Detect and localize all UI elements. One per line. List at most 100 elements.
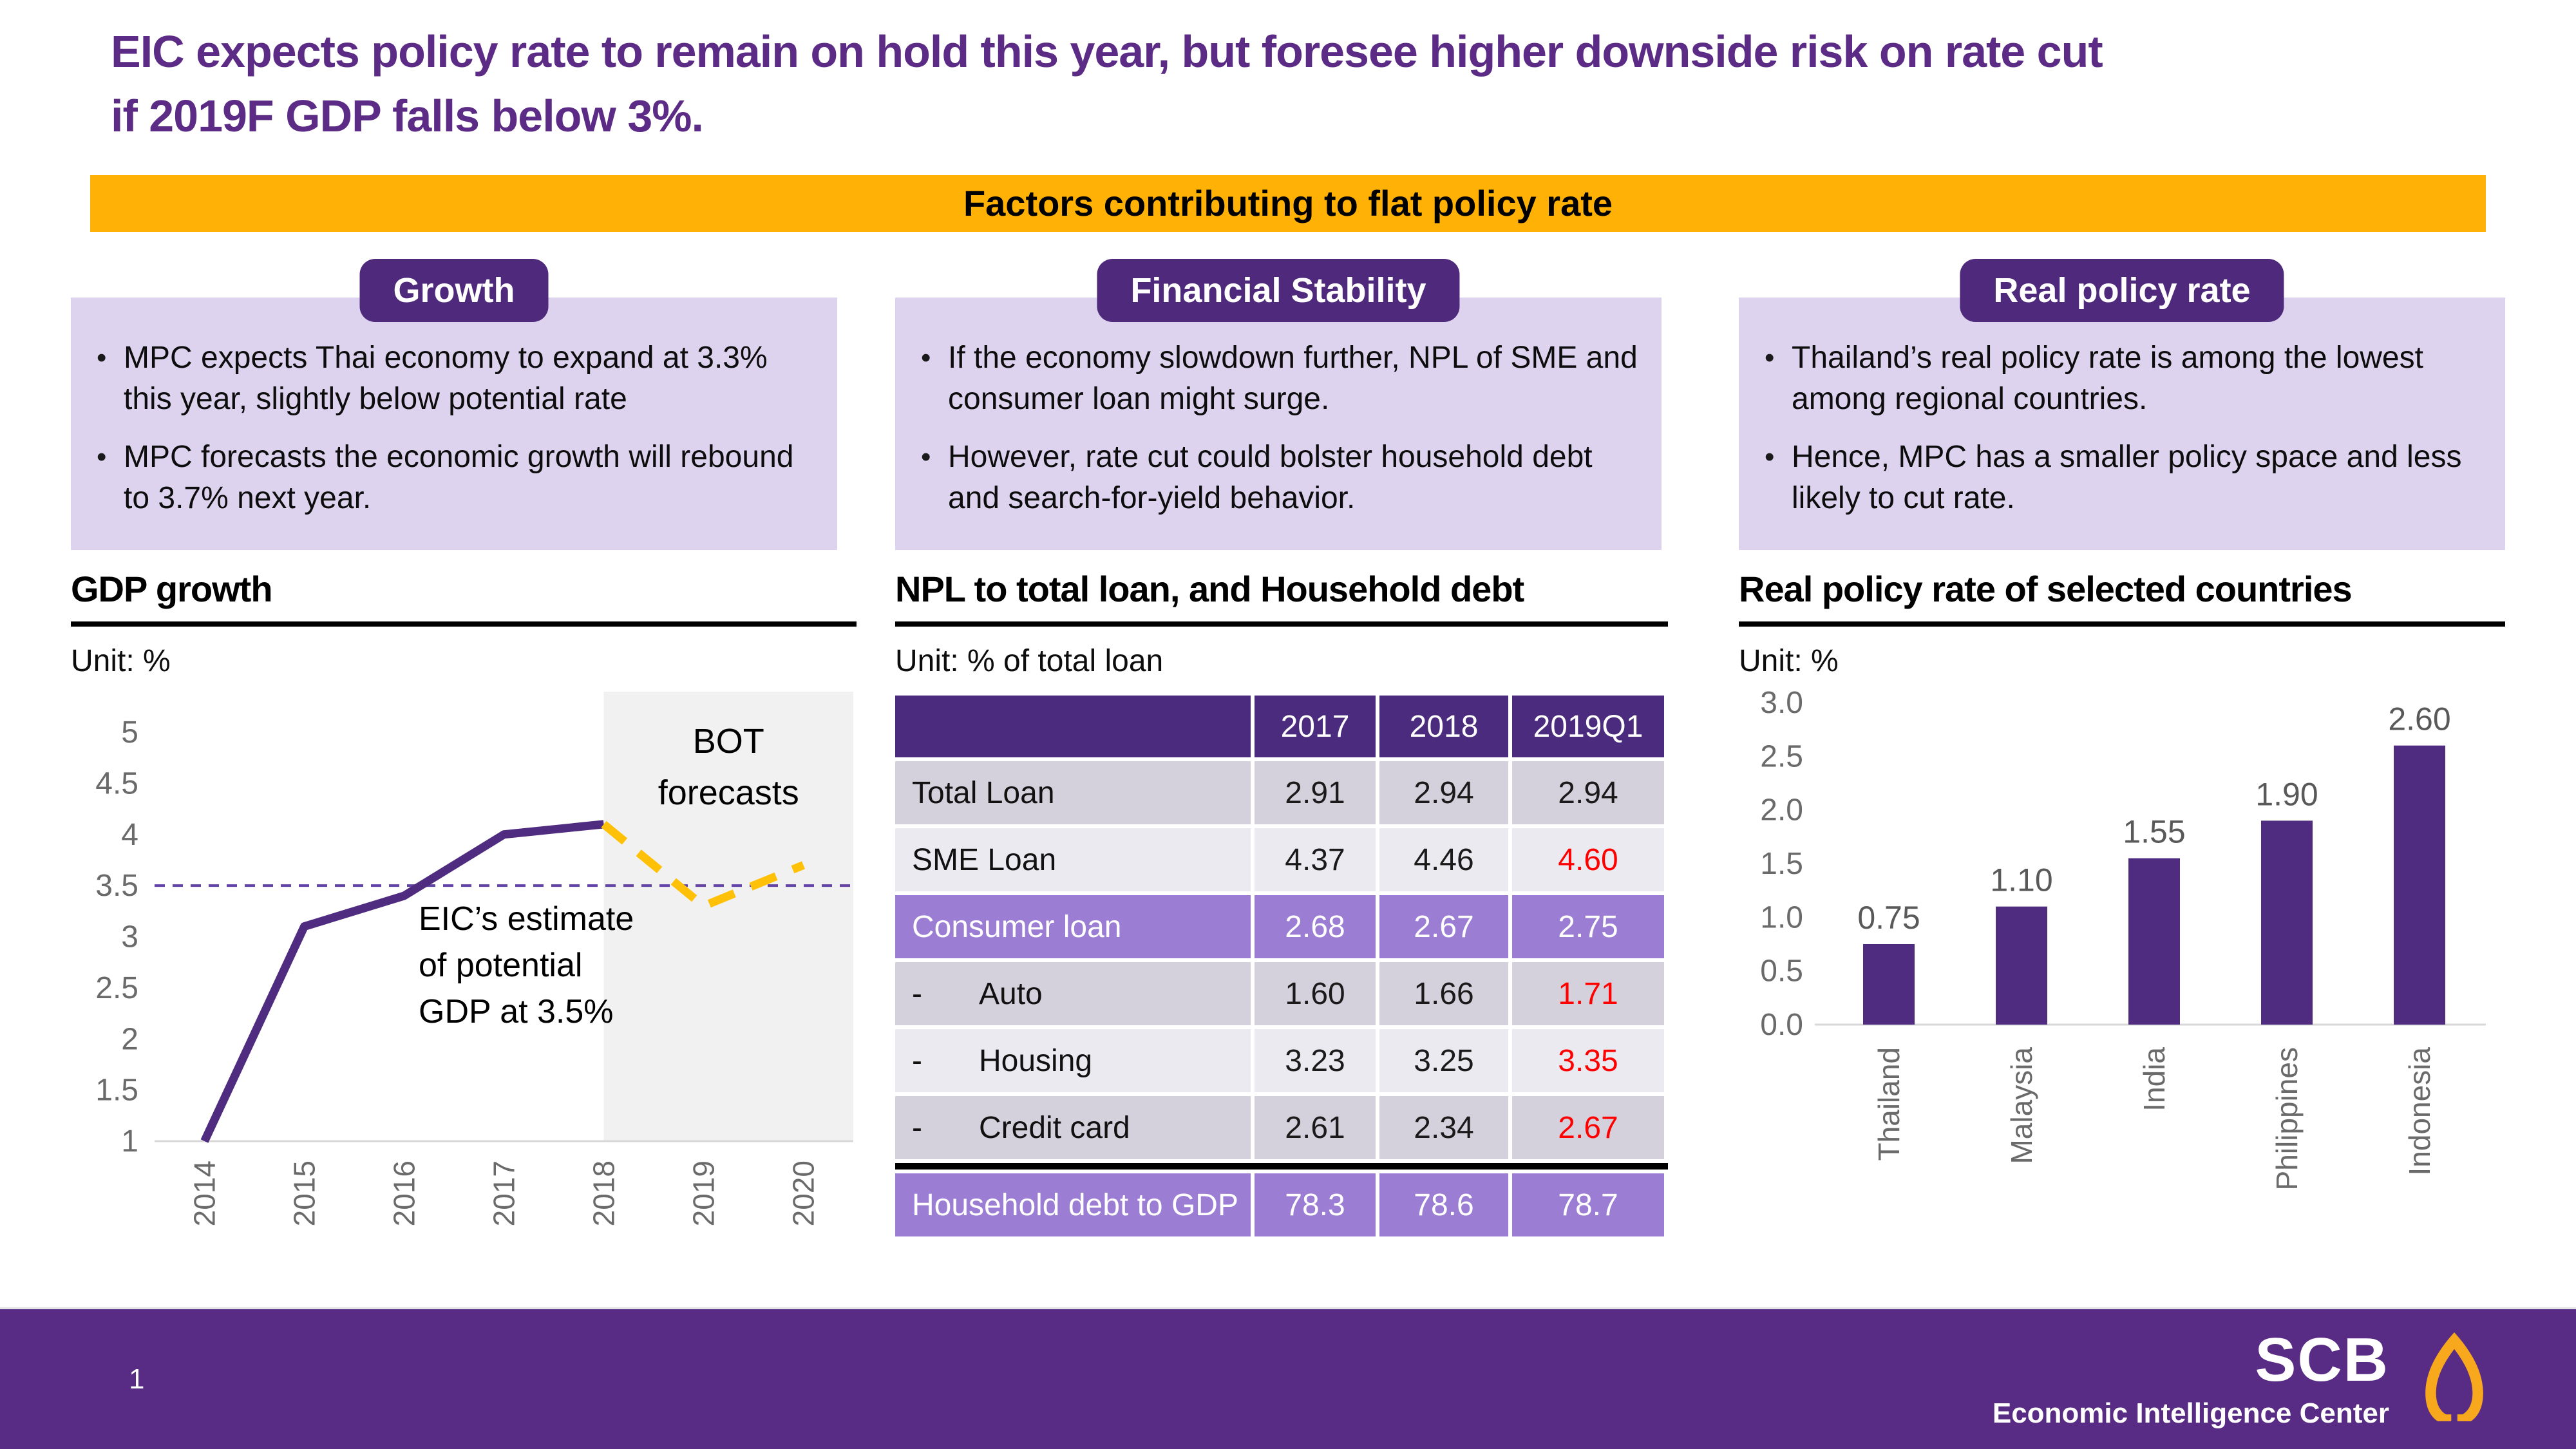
table-value-cell: 2.61 — [1255, 1096, 1376, 1159]
table-value-cell: 2.67 — [1379, 895, 1508, 958]
badge-real-policy-rate: Real policy rate — [1960, 259, 2284, 322]
table-value-cell: 1.71 — [1512, 962, 1664, 1025]
table-row-label: Housing — [895, 1029, 1251, 1092]
y-tick-label: 3.5 — [95, 869, 138, 903]
x-tick-label: 2014 — [188, 1160, 222, 1226]
table-row-label: Credit card — [895, 1096, 1251, 1159]
category-label: Indonesia — [2403, 1047, 2436, 1176]
card-finstab-bullets: If the economy slowdown further, NPL of … — [895, 298, 1662, 519]
footer-bar: 1 SCB Economic Intelligence Center — [0, 1307, 2576, 1449]
section-npl-table: NPL to total loan, and Household debt Un… — [895, 568, 1668, 1240]
y-tick-label: 3 — [121, 920, 138, 954]
section-banner: Factors contributing to flat policy rate — [90, 175, 2486, 232]
table-value-cell: 2.94 — [1379, 761, 1508, 824]
table-row-label: Consumer loan — [895, 895, 1251, 958]
reference-annotation: GDP at 3.5% — [419, 993, 614, 1030]
category-label: Malaysia — [2005, 1047, 2038, 1164]
section-real-policy-rate: Real policy rate of selected countries U… — [1739, 568, 2505, 1262]
table-value-cell: 4.46 — [1379, 828, 1508, 891]
table-value-cell: 2.75 — [1512, 895, 1664, 958]
table-column-header: 2018 — [1379, 696, 1508, 757]
y-tick-label: 5 — [121, 715, 138, 750]
x-tick-label: 2016 — [388, 1160, 421, 1226]
category-label: India — [2137, 1047, 2171, 1112]
unit-label-npl: Unit: % of total loan — [895, 644, 1164, 678]
bar-value-label: 2.60 — [2388, 701, 2450, 737]
table-value-cell: 3.23 — [1255, 1029, 1376, 1092]
bullet: MPC expects Thai economy to expand at 3.… — [90, 337, 815, 420]
y-tick-label: 1 — [121, 1124, 138, 1159]
bar-india — [2128, 858, 2180, 1025]
section-gdp-growth: GDP growth Unit: % 5 4.5 4 3.5 3 2.5 2 1.5 1 2014… — [71, 568, 857, 1262]
bar-philippines — [2261, 820, 2313, 1025]
real-policy-rate-bar-chart: 3.0 2.5 2.0 1.5 1.0 0.5 0.0 0.75 Thailand 1.10 Mal… — [1760, 686, 2486, 1190]
y-tick-label: 0.5 — [1760, 954, 1803, 989]
page-title-line2: if 2019F GDP falls below 3%. — [111, 91, 704, 141]
band-label: BOT — [693, 722, 764, 761]
page-title: EIC expects policy rate to remain on hol… — [111, 19, 2468, 148]
table-value-cell: 2.34 — [1379, 1096, 1508, 1159]
table-column-header: 2017 — [1255, 696, 1376, 757]
x-tick-label: 2017 — [488, 1160, 521, 1226]
table-row: Household debt to GDP 78.3 78.6 78.7 — [895, 1173, 1668, 1236]
x-tick-label: 2018 — [587, 1160, 621, 1226]
brand-name: SCB — [2255, 1325, 2389, 1394]
card-growth-bullets: MPC expects Thai economy to expand at 3.… — [71, 298, 837, 519]
reference-annotation: EIC’s estimate — [419, 900, 634, 938]
brand-block: SCB Economic Intelligence Center — [1993, 1329, 2492, 1430]
card-growth: Growth MPC expects Thai economy to expan… — [71, 259, 837, 550]
page-number: 1 — [129, 1363, 145, 1395]
bullet: Thailand’s real policy rate is among the… — [1758, 337, 2483, 420]
table-value-cell: 78.6 — [1379, 1173, 1508, 1236]
table-row: Total Loan 2.91 2.94 2.94 — [895, 761, 1668, 824]
bar-value-label: 0.75 — [1857, 900, 1920, 936]
category-label: Thailand — [1872, 1047, 1906, 1160]
actual-line — [200, 820, 605, 1143]
bar-value-label: 1.10 — [1990, 862, 2052, 898]
table-value-cell: 2.91 — [1255, 761, 1376, 824]
card-financial-stability: Financial Stability If the economy slowd… — [895, 259, 1662, 550]
table-corner-cell — [895, 696, 1251, 757]
table-value-cell: 2.67 — [1512, 1096, 1664, 1159]
band-label: forecasts — [658, 773, 799, 812]
card-real-policy-rate: Real policy rate Thailand’s real policy … — [1739, 259, 2505, 550]
x-tick-label: 2020 — [787, 1160, 820, 1226]
brand-subtitle: Economic Intelligence Center — [1992, 1397, 2389, 1429]
reference-annotation: of potential — [419, 947, 582, 984]
bar-malaysia — [1996, 906, 2047, 1025]
table-value-cell: 1.66 — [1379, 962, 1508, 1025]
table-value-cell: 3.25 — [1379, 1029, 1508, 1092]
table-row-label: SME Loan — [895, 828, 1251, 891]
title-rule — [1739, 621, 2505, 627]
y-tick-label: 2 — [121, 1022, 138, 1056]
y-tick-label: 0.0 — [1760, 1008, 1803, 1042]
table-row-label: Total Loan — [895, 761, 1251, 824]
bullet: However, rate cut could bolster househol… — [914, 437, 1640, 519]
table-value-cell: 2.68 — [1255, 895, 1376, 958]
table-row-label: Auto — [895, 962, 1251, 1025]
unit-label-gdp: Unit: % — [71, 644, 171, 678]
card-rpr-bullets: Thailand’s real policy rate is among the… — [1739, 298, 2505, 519]
unit-label-rpr: Unit: % — [1739, 644, 1839, 678]
forecast-band — [603, 692, 853, 1141]
table-row-label: Household debt to GDP — [895, 1173, 1251, 1236]
badge-financial-stability: Financial Stability — [1097, 259, 1460, 322]
table-separator — [895, 1163, 1668, 1170]
table-value-cell: 3.35 — [1512, 1029, 1664, 1092]
bullet: If the economy slowdown further, NPL of … — [914, 337, 1640, 420]
scb-leaf-icon — [2425, 1332, 2483, 1421]
chart-title-rpr: Real policy rate of selected countries — [1739, 569, 2353, 609]
y-tick-label: 3.0 — [1760, 686, 1803, 720]
y-tick-label: 2.5 — [95, 971, 138, 1005]
table-value-cell: 4.37 — [1255, 828, 1376, 891]
chart-title-npl: NPL to total loan, and Household debt — [895, 569, 1524, 609]
npl-table: 2017 2018 2019Q1 Total Loan 2.91 2.94 2.94 SME … — [895, 696, 1668, 1236]
y-tick-label: 4.5 — [95, 766, 138, 800]
table-column-header: 2019Q1 — [1512, 696, 1664, 757]
chart-title-gdp: GDP growth — [71, 569, 273, 609]
gdp-line-chart: 5 4.5 4 3.5 3 2.5 2 1.5 1 2014 2015 2016 2017 2018 201… — [95, 692, 853, 1226]
